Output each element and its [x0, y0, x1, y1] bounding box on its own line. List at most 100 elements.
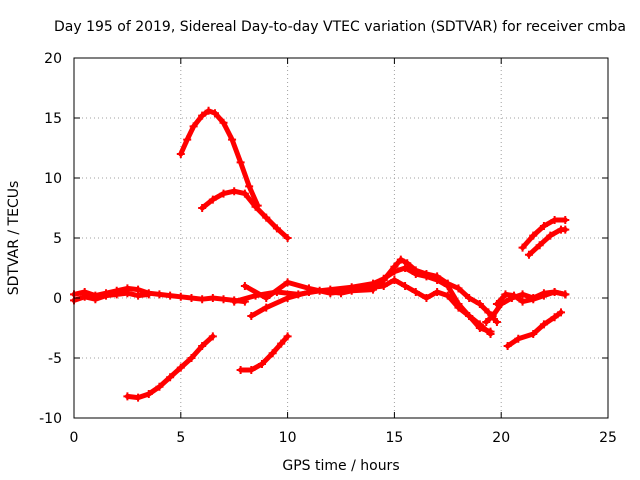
data-point: [176, 150, 185, 158]
y-tick-label: 20: [44, 51, 62, 67]
data-point: [80, 292, 89, 301]
data-point: [283, 278, 292, 287]
y-tick-label: 15: [44, 111, 62, 127]
data-point: [482, 318, 491, 326]
data-point: [454, 300, 463, 308]
data-point: [514, 334, 523, 343]
data-point: [396, 255, 405, 264]
data-point: [486, 330, 495, 338]
data-point: [550, 216, 559, 224]
y-tick-label: 0: [53, 291, 62, 307]
y-axis-label: SDTVAR / TECUs: [6, 181, 22, 296]
data-point: [401, 282, 410, 290]
data-point: [411, 288, 420, 296]
data-point: [443, 291, 452, 300]
data-point: [501, 290, 510, 299]
data-point: [539, 222, 548, 230]
data-point: [529, 231, 538, 240]
data-point: [390, 262, 399, 271]
data-point: [245, 182, 254, 191]
data-point: [524, 250, 533, 259]
data-point: [277, 339, 286, 348]
y-tick-label: 5: [53, 231, 62, 247]
data-point: [369, 285, 378, 294]
data-point: [443, 279, 452, 288]
data-point: [546, 231, 555, 240]
data-point: [230, 297, 239, 306]
data-point: [247, 312, 256, 320]
data-point: [198, 204, 207, 212]
data-point: [257, 360, 266, 368]
data-point: [144, 390, 153, 398]
y-tick-label: -5: [48, 351, 62, 367]
data-point: [183, 135, 192, 144]
data-point: [529, 330, 538, 338]
data-point: [422, 270, 431, 278]
x-tick-label: 5: [176, 430, 185, 446]
data-point: [272, 224, 281, 233]
data-point: [326, 289, 335, 298]
data-point: [166, 373, 175, 382]
data-point: [433, 272, 442, 281]
data-point: [123, 392, 132, 401]
data-point: [304, 284, 313, 293]
data-point: [236, 158, 245, 167]
data-point: [518, 297, 527, 306]
data-point: [492, 318, 501, 326]
x-tick-label: 15: [385, 430, 403, 446]
data-point: [187, 354, 196, 362]
data-point: [189, 122, 198, 131]
data-point: [210, 109, 219, 118]
x-axis-label: GPS time / hours: [282, 458, 399, 474]
data-point: [403, 259, 412, 268]
data-point: [550, 313, 559, 322]
data-point: [529, 295, 538, 304]
data-point: [91, 295, 100, 304]
data-point: [198, 295, 207, 304]
data-point: [240, 189, 249, 198]
data-point: [550, 288, 559, 296]
data-point: [262, 303, 271, 312]
y-tick-label: 10: [44, 171, 62, 187]
data-point: [561, 216, 570, 224]
data-point: [283, 332, 292, 341]
data-point: [518, 290, 527, 299]
data-point: [510, 291, 519, 300]
data-point: [123, 289, 132, 298]
data-point: [166, 291, 175, 300]
data-point: [557, 308, 566, 317]
data-point: [422, 294, 431, 302]
data-point: [347, 286, 356, 295]
axis-ticks: 0 5 10 15 20 25 -10 -5 0 5 10 15 20: [39, 51, 617, 446]
data-point: [187, 294, 196, 302]
data-point: [219, 189, 228, 198]
data-point: [433, 288, 442, 296]
data-point: [204, 106, 213, 115]
data-point: [492, 300, 501, 308]
data-point: [198, 111, 207, 120]
data-point: [518, 243, 527, 252]
data-point: [155, 290, 164, 299]
data-point: [484, 308, 493, 317]
data-point: [208, 294, 217, 302]
data-point: [236, 366, 245, 374]
x-tick-label: 10: [279, 430, 297, 446]
data-point: [475, 300, 484, 308]
data-point: [230, 187, 239, 196]
data-point: [134, 393, 143, 402]
data-series: [70, 106, 570, 402]
data-point: [465, 312, 474, 320]
data-point: [247, 366, 256, 374]
x-tick-label: 0: [70, 430, 79, 446]
data-point: [155, 382, 164, 391]
data-point: [228, 135, 237, 144]
data-point: [176, 292, 185, 301]
data-point: [134, 291, 143, 300]
data-point: [283, 234, 292, 242]
data-point: [219, 118, 228, 127]
data-point: [401, 264, 410, 272]
data-point: [379, 276, 388, 284]
data-point: [112, 290, 121, 299]
data-point: [475, 320, 484, 329]
